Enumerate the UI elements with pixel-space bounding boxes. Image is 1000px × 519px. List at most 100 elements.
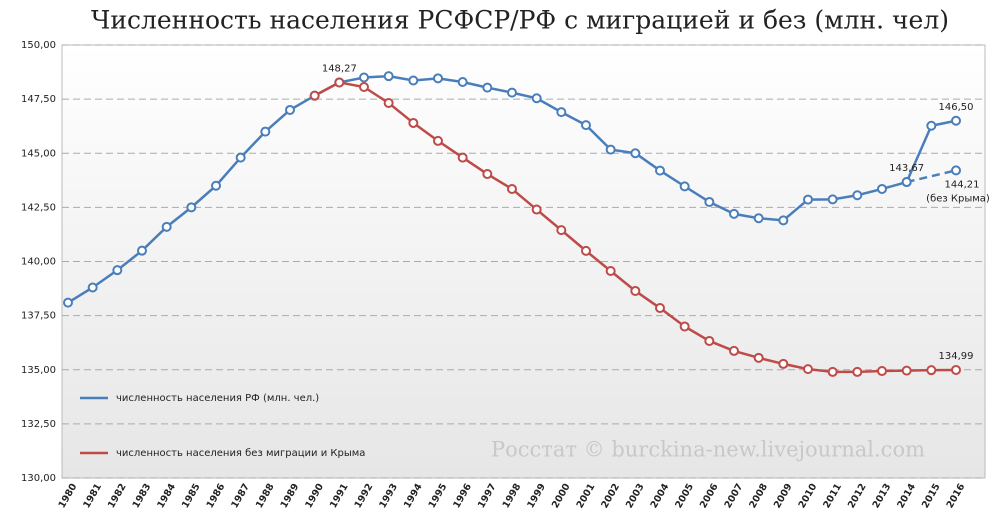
marker — [556, 225, 567, 236]
marker — [112, 265, 123, 276]
annotation: (без Крыма) — [926, 193, 990, 204]
x-tick-label: 1997 — [476, 482, 499, 510]
y-tick-label: 132,50 — [21, 419, 56, 430]
x-tick-label: 1980 — [57, 481, 80, 510]
marker — [309, 90, 320, 101]
marker — [778, 358, 789, 369]
legend-label: численность населения без миграции и Кры… — [116, 448, 365, 459]
data-label: 144,21 — [945, 179, 980, 190]
x-tick-label: 1998 — [501, 481, 524, 510]
marker — [605, 266, 616, 277]
marker — [605, 144, 616, 155]
y-tick-label: 145,00 — [21, 148, 56, 159]
data-label: 146,50 — [939, 102, 974, 113]
marker — [383, 71, 394, 82]
x-tick-label: 2010 — [797, 481, 820, 510]
marker — [186, 202, 197, 213]
marker — [926, 120, 937, 131]
x-tick-label: 1991 — [328, 482, 351, 510]
watermark: Росстат © burckina-new.livejournal.com — [491, 438, 925, 462]
marker — [260, 126, 271, 137]
x-tick-label: 2002 — [599, 482, 622, 510]
marker — [852, 366, 863, 377]
marker — [877, 366, 887, 377]
marker — [482, 169, 493, 180]
data-label: 134,99 — [939, 351, 974, 362]
marker — [531, 204, 542, 215]
marker — [531, 93, 542, 104]
marker — [926, 365, 937, 376]
marker — [482, 82, 493, 93]
x-tick-label: 2003 — [624, 482, 647, 510]
marker — [951, 115, 961, 126]
marker — [87, 282, 98, 293]
x-tick-label: 2006 — [698, 481, 721, 510]
marker — [556, 107, 567, 118]
marker — [753, 213, 764, 224]
x-tick-label: 2008 — [747, 481, 770, 510]
x-tick-label: 1984 — [155, 481, 178, 510]
series-line — [906, 169, 957, 184]
x-tick-label: 2012 — [846, 482, 869, 510]
marker — [901, 177, 912, 188]
x-tick-label: 1985 — [180, 482, 203, 510]
y-tick-label: 147,50 — [21, 94, 56, 105]
x-tick-label: 2009 — [772, 482, 795, 510]
x-tick-label: 2001 — [575, 482, 598, 510]
x-tick-label: 2000 — [550, 481, 573, 510]
x-tick-label: 1981 — [81, 482, 104, 510]
marker — [753, 352, 764, 363]
marker — [729, 208, 739, 219]
marker — [704, 196, 715, 207]
marker — [383, 98, 394, 109]
x-tick-label: 1996 — [451, 481, 474, 510]
x-tick-label: 2016 — [945, 481, 968, 510]
marker — [951, 364, 961, 375]
marker — [827, 194, 838, 205]
marker — [877, 183, 887, 194]
marker — [408, 75, 419, 86]
x-tick-label: 2011 — [821, 482, 844, 510]
data-label: 148,27 — [322, 63, 357, 74]
marker — [951, 165, 961, 176]
x-tick-label: 1987 — [229, 482, 252, 510]
marker — [655, 303, 665, 314]
x-tick-label: 1999 — [525, 482, 548, 510]
data-label: 143,67 — [889, 163, 924, 174]
marker — [359, 72, 369, 83]
marker — [827, 366, 838, 377]
x-tick-label: 2005 — [673, 482, 696, 510]
marker — [433, 135, 443, 146]
marker — [655, 165, 665, 176]
marker — [334, 77, 345, 88]
marker — [679, 181, 690, 192]
x-tick-label: 1989 — [279, 482, 302, 510]
y-tick-label: 140,00 — [21, 257, 56, 268]
y-tick-label: 135,00 — [21, 365, 56, 376]
y-tick-label: 137,50 — [21, 311, 56, 322]
x-tick-label: 1994 — [402, 481, 425, 510]
marker — [457, 77, 468, 88]
marker — [63, 297, 73, 308]
marker — [704, 335, 715, 346]
y-tick-label: 130,00 — [21, 473, 56, 484]
x-tick-label: 2004 — [649, 481, 672, 510]
marker — [507, 87, 517, 98]
marker — [211, 180, 221, 191]
legend-label: численность населения РФ (млн. чел.) — [116, 393, 319, 404]
marker — [803, 364, 813, 375]
chart-title: Численность населения РСФСР/РФ с миграци… — [91, 6, 949, 35]
marker — [285, 104, 295, 115]
x-tick-label: 1995 — [427, 482, 450, 510]
x-tick-label: 1986 — [205, 481, 228, 510]
x-tick-label: 2013 — [871, 482, 894, 510]
x-tick-label: 1990 — [303, 481, 326, 510]
marker — [359, 82, 369, 93]
marker — [137, 245, 147, 256]
marker — [433, 73, 443, 84]
marker — [901, 365, 912, 376]
x-tick-label: 2014 — [895, 481, 918, 510]
x-tick-label: 2015 — [920, 482, 943, 510]
marker — [235, 152, 246, 163]
